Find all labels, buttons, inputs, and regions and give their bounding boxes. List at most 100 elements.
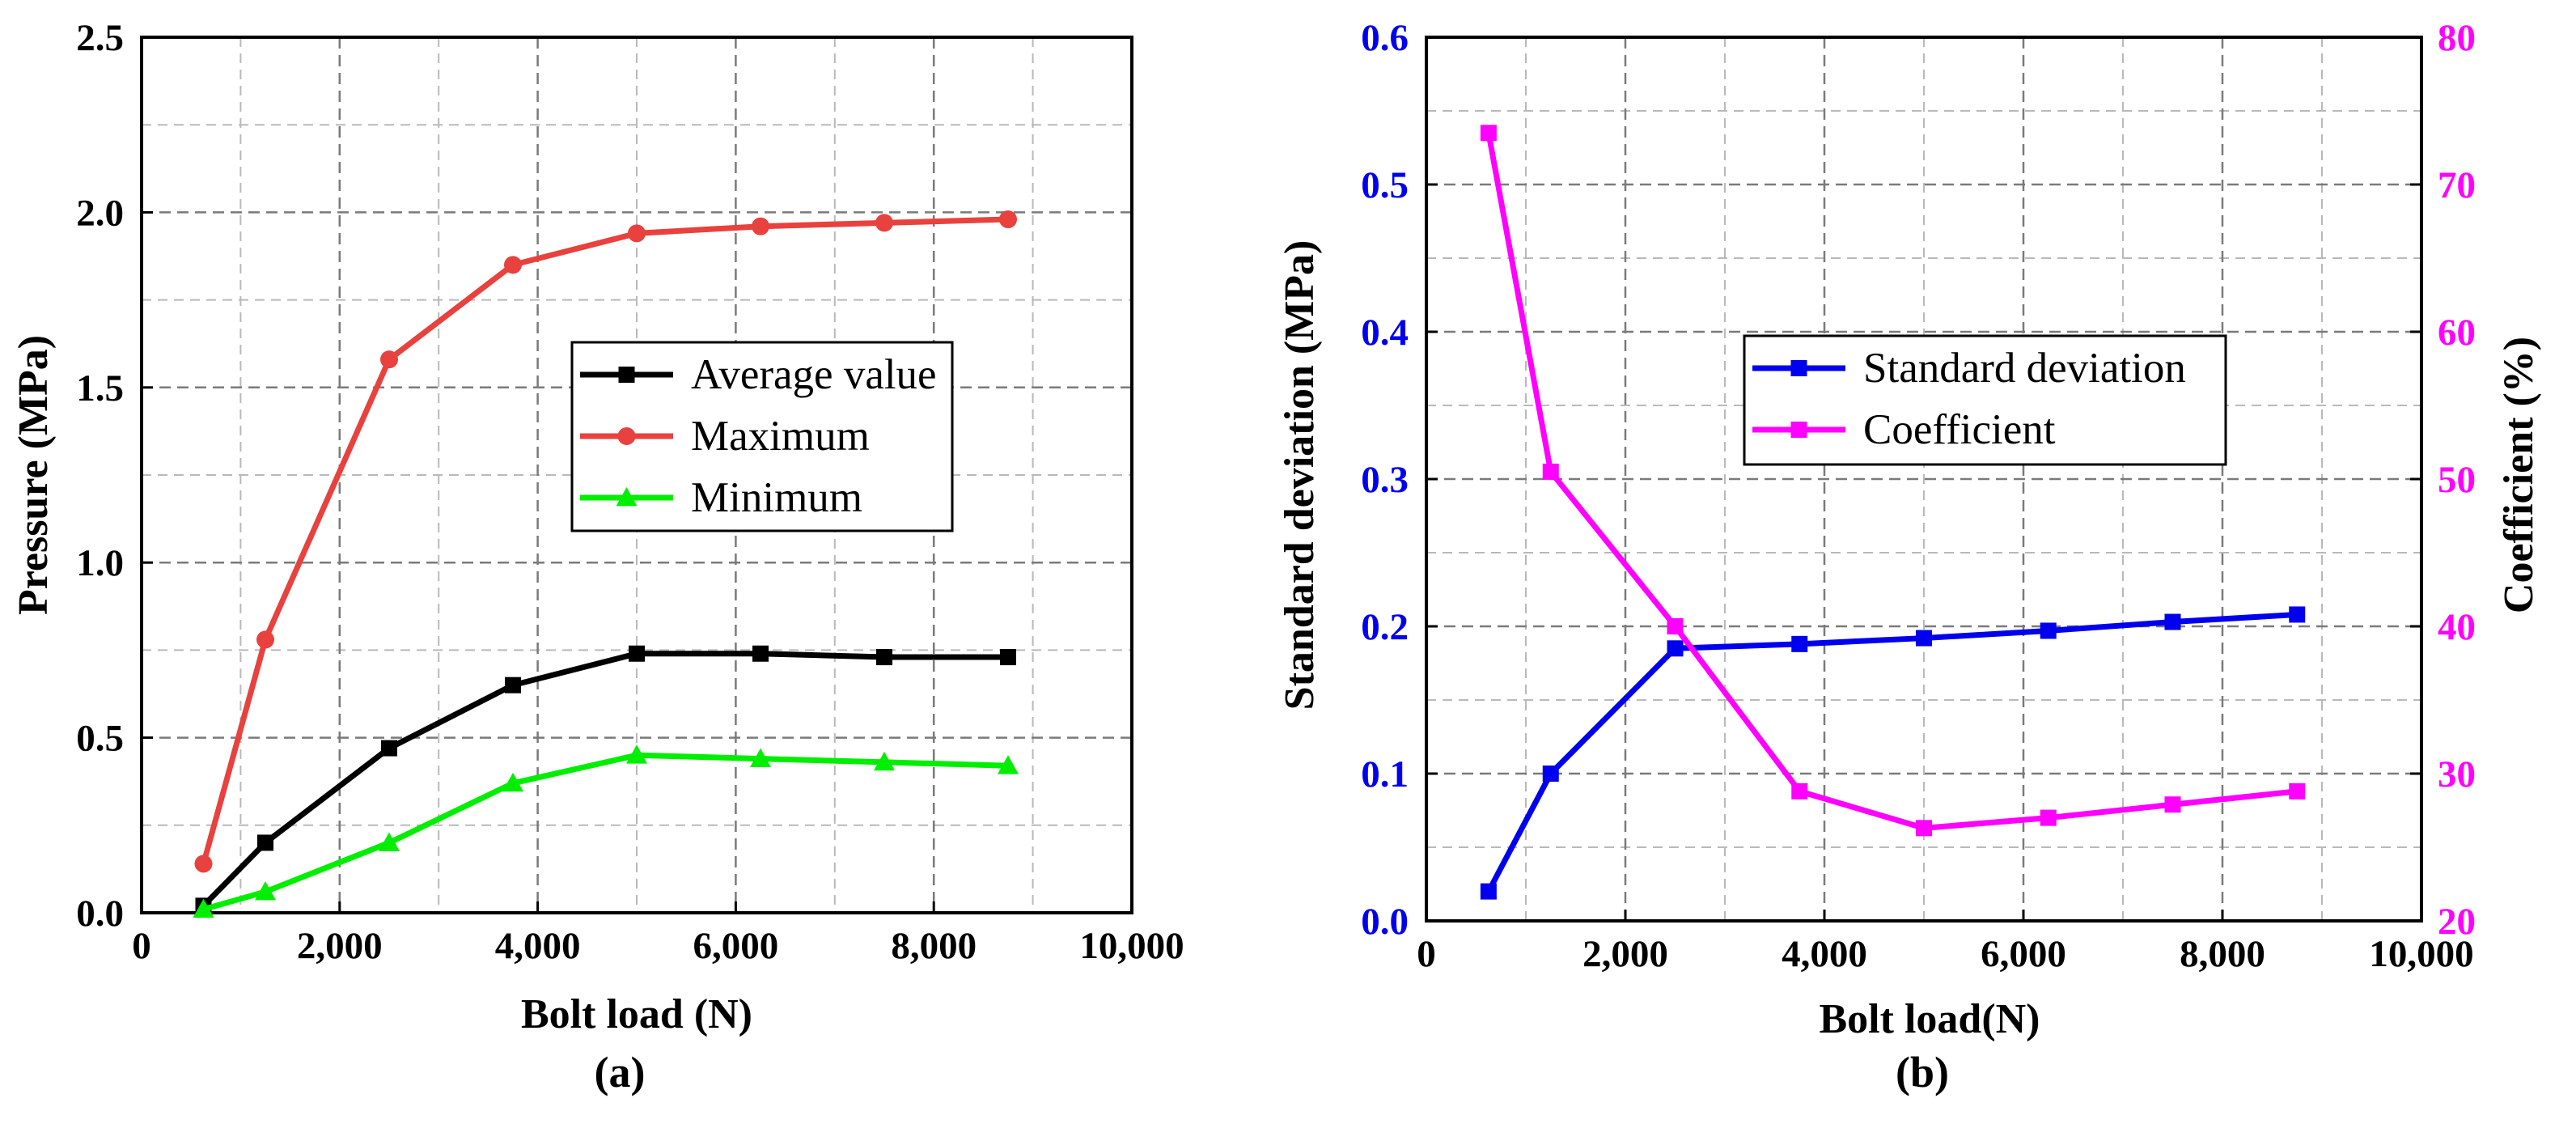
- chart-b-x-tick-label: 2,000: [1582, 933, 1668, 975]
- chart-a-legend-label: Maximum: [691, 413, 870, 460]
- chart-b-legend-label: Coefficient: [1863, 406, 2056, 453]
- chart-b-x-tick-label: 8,000: [2180, 933, 2265, 975]
- chart-b-series-coefficient: [1480, 125, 2306, 837]
- chart-a-y-tick-label: 0.5: [76, 718, 124, 760]
- chart-a-data-point: [752, 217, 769, 235]
- chart-a-legend-label: Minimum: [691, 474, 862, 521]
- chart-a-data-point: [502, 772, 523, 792]
- chart-a-data-point: [255, 881, 276, 901]
- chart-a-y-tick-label: 2.5: [76, 17, 124, 59]
- chart-a-data-point: [1000, 649, 1016, 666]
- chart-a-x-tick-label: 10,000: [1079, 925, 1184, 967]
- chart-a-data-point: [874, 751, 895, 771]
- chart-a-legend-label: Average value: [691, 351, 937, 398]
- chart-a-data-point: [194, 855, 213, 873]
- chart-b-data-point: [1480, 883, 1497, 900]
- chart-a-data-point: [626, 744, 647, 764]
- chart-a-data-point: [628, 224, 646, 243]
- chart-a-data-point: [505, 677, 521, 693]
- chart-b-x-axis-label: Bolt load(N): [1820, 996, 2040, 1042]
- chart-b-data-point: [1667, 618, 1684, 634]
- chart-a-x-axis-label: Bolt load (N): [521, 991, 752, 1037]
- chart-b-data-point: [2289, 783, 2306, 800]
- chart-b-y-tick-label: 0.2: [1361, 606, 1409, 648]
- chart-b-y2-tick-label: 30: [2438, 753, 2476, 795]
- chart-a-data-point: [876, 649, 892, 666]
- chart-a-plot-frame: [140, 36, 1133, 914]
- chart-b-data-point: [2289, 606, 2306, 623]
- chart-a-data-point: [998, 755, 1019, 774]
- chart-b-data-point: [1542, 766, 1559, 782]
- chart-b-legend-swatch-marker: [1790, 360, 1807, 376]
- chart-b: 0 2,000 4,000 6,000 8,000 10,000 0.0 0.1 0.2 0.3 0…: [1277, 17, 2542, 1096]
- chart-a-data-point: [381, 740, 397, 757]
- chart-b-series-line: [1485, 611, 2298, 893]
- chart-a-panel-label: (a): [595, 1048, 646, 1096]
- chart-a-data-point: [257, 834, 273, 851]
- chart-b-data-point: [1542, 463, 1559, 480]
- chart-a-y-tick-label: 2.0: [76, 192, 124, 234]
- chart-b-y-tick-label: 0.4: [1361, 312, 1409, 354]
- chart-a-x-tick-label: 0: [132, 925, 151, 967]
- chart-a-data-point: [999, 210, 1017, 229]
- chart-a-legend-swatch-marker: [617, 427, 636, 445]
- chart-a-data-point: [750, 748, 771, 767]
- chart-b-y-axis-label: Standard deviation (MPa): [1277, 240, 1323, 710]
- chart-a-x-tick-label: 8,000: [891, 925, 977, 967]
- chart-b-x-tick-label: 4,000: [1782, 933, 1867, 975]
- chart-b-data-point: [2040, 622, 2057, 639]
- chart-b-panel-label: (b): [1896, 1048, 1949, 1096]
- chart-a-x-tick-label: 6,000: [693, 925, 779, 967]
- chart-b-y2-tick-label: 80: [2438, 17, 2476, 59]
- chart-a-y-tick-label: 1.5: [76, 367, 124, 409]
- chart-a-data-point: [752, 645, 769, 662]
- chart-b-data-point: [1791, 783, 1808, 800]
- chart-a-y-tick-label: 0.0: [76, 893, 124, 935]
- chart-b-y-tick-label: 0.0: [1361, 901, 1409, 943]
- chart-b-data-point: [2164, 613, 2181, 630]
- chart-b-x-tick-label: 10,000: [2369, 933, 2473, 975]
- chart-a-series-line: [201, 651, 1008, 908]
- chart-a-data-point: [504, 256, 522, 274]
- chart-b-y-tick-label: 0.5: [1361, 164, 1409, 206]
- chart-a-data-point: [193, 898, 214, 918]
- chart-b-data-point: [1667, 640, 1684, 657]
- chart-b-data-point: [2164, 796, 2181, 813]
- chart-b-data-point: [1916, 820, 1932, 837]
- chart-a-series-average-value: [195, 645, 1016, 914]
- chart-a-data-point: [629, 645, 645, 662]
- chart-a-data-point: [380, 350, 398, 369]
- chart-a-data-point: [256, 630, 274, 649]
- chart-a-x-tick-label: 2,000: [297, 925, 383, 967]
- chart-b-data-point: [1791, 635, 1808, 652]
- chart-a-data-point: [875, 214, 893, 232]
- chart-b-y2-tick-label: 60: [2438, 312, 2476, 354]
- chart-b-y-tick-label: 0.1: [1361, 753, 1409, 795]
- chart-a: 0 2,000 4,000 6,000 8,000 10,000 0.0 0.5 1.0 1.5 2…: [11, 17, 1184, 1096]
- chart-a-series-line: [201, 216, 1009, 865]
- chart-b-y2-tick-label: 50: [2438, 459, 2476, 501]
- chart-b-series-standard-deviation: [1480, 606, 2306, 900]
- chart-a-y-tick-label: 1.0: [76, 542, 124, 584]
- chart-b-x-tick-label: 6,000: [1981, 933, 2066, 975]
- chart-a-x-tick-label: 4,000: [495, 925, 581, 967]
- chart-b-y-tick-label: 0.6: [1361, 17, 1409, 59]
- chart-a-data-point: [379, 832, 400, 851]
- chart-a-series-maximum: [194, 210, 1017, 873]
- chart-a-series-minimum: [193, 744, 1019, 918]
- chart-a-y-axis-label: Pressure (MPa): [11, 335, 57, 615]
- chart-b-data-point: [1916, 630, 1932, 647]
- chart-b-y-tick-label: 0.3: [1361, 459, 1409, 501]
- chart-a-legend-swatch-marker: [618, 367, 635, 383]
- chart-b-legend-swatch-marker: [1790, 422, 1807, 438]
- chart-b-data-point: [1480, 125, 1497, 142]
- chart-b-x-tick-label: 0: [1417, 933, 1436, 975]
- chart-b-data-point: [2040, 809, 2057, 826]
- chart-b-y2-tick-label: 70: [2438, 164, 2476, 206]
- chart-b-y2-axis-label: Coefficient (%): [2496, 337, 2542, 613]
- chart-a-series-line: [202, 752, 1009, 913]
- chart-b-y2-tick-label: 20: [2438, 901, 2476, 943]
- chart-b-y2-tick-label: 40: [2438, 606, 2476, 648]
- chart-a-legend-swatch-marker: [616, 487, 638, 507]
